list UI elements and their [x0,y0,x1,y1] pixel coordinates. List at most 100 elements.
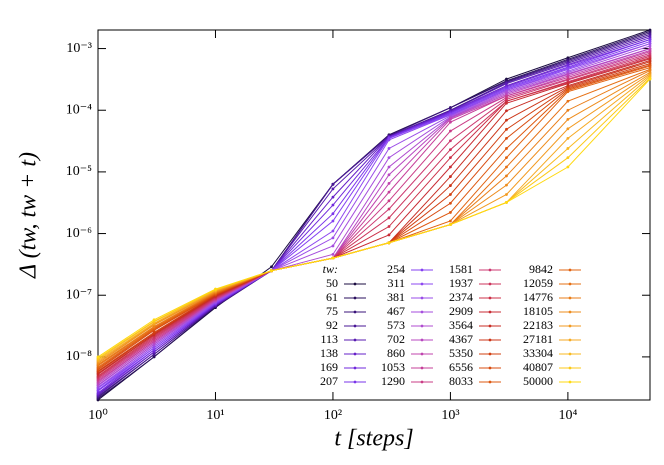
legend-label: 207 [320,374,338,388]
legend-marker [568,380,572,384]
legend-marker [353,324,357,328]
legend-label: 22183 [523,318,553,332]
data-point [505,165,508,169]
data-point [566,127,570,131]
data-point [331,244,335,248]
legend-marker [353,296,357,300]
legend-marker [568,296,572,300]
data-point [387,207,391,211]
legend-label: 573 [387,318,405,332]
data-point [449,184,452,187]
data-point [96,391,100,395]
data-point [152,330,156,334]
data-point [152,350,156,354]
data-point [505,109,508,113]
series-line [97,51,651,382]
series-line [97,54,651,379]
legend-label: 8033 [449,374,473,388]
legend-label: 6556 [449,360,473,374]
legend-marker [353,352,357,356]
data-point [566,90,570,94]
legend-label: 33304 [523,346,553,360]
legend-label: 50000 [523,374,553,388]
legend-label: 1053 [381,360,405,374]
legend-label: 1937 [449,276,473,290]
legend-label: 2374 [449,290,473,304]
legend-marker [420,338,424,342]
series-line [97,48,651,384]
data-point [566,99,570,103]
data-point [449,219,452,223]
data-point [214,287,217,291]
data-point [449,201,452,205]
data-point [449,139,452,143]
data-point [331,229,335,233]
data-point [387,182,391,185]
legend-marker [568,366,572,370]
data-point [387,199,391,203]
data-point [505,99,508,103]
data-point [387,173,391,177]
legend-marker [353,282,357,286]
y-tick-label: 10⁻⁸ [66,349,92,364]
data-point [270,269,273,273]
data-point [648,40,652,43]
data-point [331,195,335,199]
y-tick-label: 10⁻⁶ [66,226,92,241]
data-point [449,223,452,226]
legend-label: 113 [320,332,338,346]
legend-marker [488,310,492,314]
data-point [331,203,335,207]
series-line [97,57,651,377]
legend-marker [488,366,492,370]
x-tick-label: 10² [324,408,342,423]
data-point [152,355,156,359]
data-point [449,175,452,178]
data-point [648,42,652,46]
data-point [449,165,452,169]
y-tick-label: 10⁻⁷ [66,287,92,302]
data-point [331,256,335,260]
x-tick-label: 10⁰ [88,408,108,423]
legend-label: 860 [387,346,405,360]
legend-marker [420,268,424,272]
data-point [566,147,570,150]
series-line [97,52,651,380]
series-line [97,33,651,397]
legend-label: 40807 [523,360,553,374]
data-point [331,219,335,223]
x-tick-label: 10³ [441,408,459,423]
legend-label: 381 [387,290,405,304]
data-point [505,127,508,131]
data-point [387,225,391,228]
x-axis-label: t [steps] [334,426,413,452]
legend-label: 92 [326,318,338,332]
legend-label: 311 [387,276,405,290]
series-line [97,43,651,388]
data-point [505,136,508,140]
data-point [566,108,570,112]
legend-label: 467 [387,304,405,318]
data-point [387,241,391,245]
series-line [97,43,651,389]
legend-label: 169 [320,360,338,374]
data-point [387,190,391,194]
legend-marker [420,296,424,300]
legend-label: 1581 [449,262,473,276]
legend-marker [568,282,572,286]
legend-marker [568,352,572,356]
legend-marker [488,296,492,300]
data-point [387,233,391,237]
data-point [505,156,508,160]
legend-marker [488,380,492,384]
legend-label: 3564 [449,318,473,332]
data-point [449,148,452,151]
data-point [449,193,452,196]
data-point [566,165,570,169]
plot-frame [97,29,651,401]
legend-label: 702 [387,332,405,346]
legend-marker [420,310,424,314]
legend-label: 75 [326,304,338,318]
data-point [566,82,570,86]
